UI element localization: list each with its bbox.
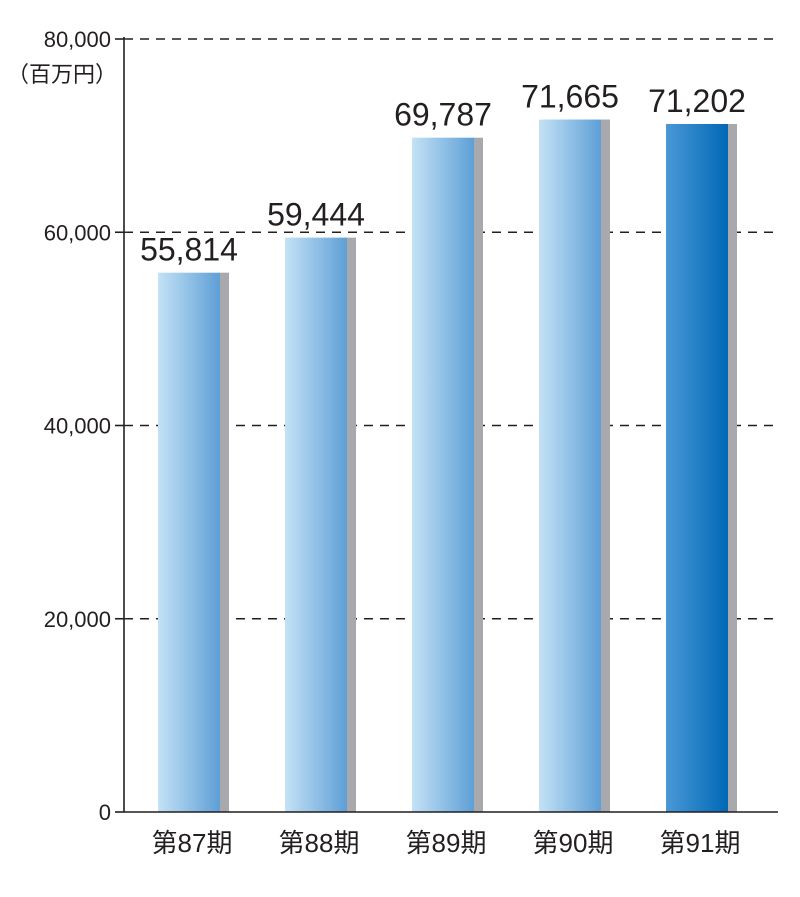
bar-shadow bbox=[347, 237, 356, 813]
x-category-label: 第87期 bbox=[152, 828, 233, 858]
bar-value-label: 55,814 bbox=[140, 232, 238, 268]
bar bbox=[412, 137, 474, 812]
bar-shadow bbox=[728, 124, 737, 812]
y-tick-label: 20,000 bbox=[44, 607, 111, 632]
bar bbox=[285, 237, 347, 813]
bar bbox=[539, 119, 601, 813]
bar-value-label: 71,665 bbox=[521, 79, 619, 115]
bar-shadow bbox=[601, 119, 610, 813]
bar-value-label: 71,202 bbox=[648, 83, 746, 119]
x-category-label: 第90期 bbox=[533, 828, 614, 858]
bar-shadow bbox=[220, 272, 229, 812]
y-tick-label: 60,000 bbox=[44, 220, 111, 245]
x-category-label: 第91期 bbox=[660, 828, 741, 858]
y-tick-label: 80,000 bbox=[44, 27, 111, 52]
bar bbox=[158, 272, 220, 812]
x-category-label: 第88期 bbox=[279, 828, 360, 858]
x-category-label: 第89期 bbox=[406, 828, 487, 858]
y-tick-label: 40,000 bbox=[44, 414, 111, 439]
axis-layer bbox=[115, 37, 778, 813]
bar-value-label: 59,444 bbox=[267, 197, 365, 233]
labels-layer: 0 20,000 40,000 60,000 80,000 55,814 第87期 59,44… bbox=[44, 27, 746, 858]
bar-value-label: 69,787 bbox=[394, 97, 492, 133]
y-unit-label: （百万円） bbox=[7, 62, 117, 87]
y-tick-label: 0 bbox=[99, 800, 111, 825]
bars-layer bbox=[158, 119, 737, 813]
bar bbox=[666, 124, 728, 812]
bar-shadow bbox=[474, 137, 483, 812]
